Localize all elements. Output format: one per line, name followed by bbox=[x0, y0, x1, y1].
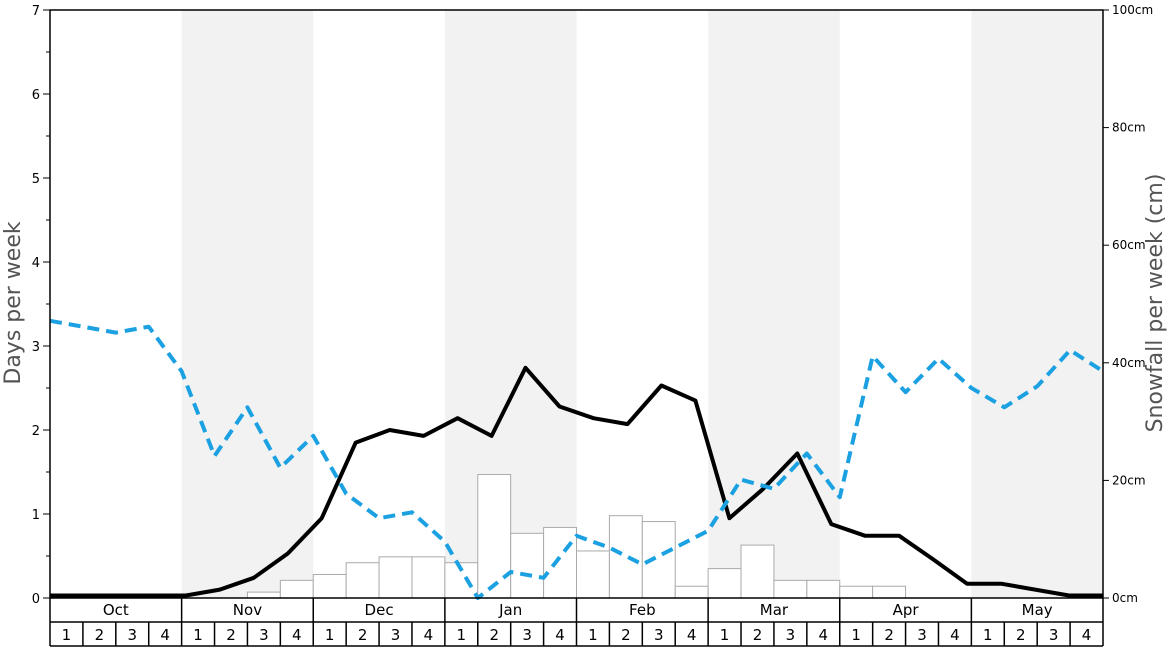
left-tick-label: 4 bbox=[32, 256, 40, 271]
month-row: Oct Nov Dec Jan Feb Mar Apr May bbox=[49, 598, 1104, 646]
week-label: 1 bbox=[720, 626, 730, 644]
week-label: 2 bbox=[884, 626, 894, 644]
snowfall-bar bbox=[543, 526, 577, 599]
week-label: 2 bbox=[753, 626, 763, 644]
left-tick-label: 2 bbox=[32, 424, 40, 439]
month-band-may bbox=[971, 10, 1103, 598]
snowfall-bar bbox=[411, 556, 446, 599]
left-tick-label: 1 bbox=[32, 508, 40, 523]
week-label: 1 bbox=[983, 626, 993, 644]
week-label: 3 bbox=[391, 626, 401, 644]
week-label: 1 bbox=[588, 626, 598, 644]
left-tick-label: 5 bbox=[32, 172, 40, 187]
left-tick-label: 3 bbox=[32, 340, 40, 355]
month-shading bbox=[181, 10, 1103, 598]
week-row: 1 2 3 4 1 2 3 4 1 2 3 4 1 2 3 4 1 2 3 4 1 2 3 4 1 2 3 4 1 2 3 4 bbox=[50, 622, 1103, 647]
snowfall-bar bbox=[378, 556, 413, 599]
right-tick-label: 20cm bbox=[1112, 473, 1146, 487]
week-label: 3 bbox=[917, 626, 927, 644]
right-tick-label: 60cm bbox=[1112, 238, 1146, 252]
week-label: 3 bbox=[522, 626, 532, 644]
week-label: 3 bbox=[259, 626, 269, 644]
week-label: 1 bbox=[325, 626, 335, 644]
snowfall-bar bbox=[246, 591, 281, 599]
month-label: Dec bbox=[365, 601, 394, 619]
right-tick-label: 40cm bbox=[1112, 356, 1146, 370]
left-tick-label: 0 bbox=[32, 592, 40, 607]
month-label: Jan bbox=[498, 601, 522, 619]
left-tick-label: 6 bbox=[32, 88, 40, 103]
week-label: 1 bbox=[851, 626, 861, 644]
snowfall-bar bbox=[773, 579, 808, 599]
week-label: 4 bbox=[950, 626, 960, 644]
snowfall-bar bbox=[477, 474, 512, 599]
snowfall-bar bbox=[740, 544, 775, 599]
y-axis-title-left: Days per week bbox=[1, 221, 26, 384]
week-label: 2 bbox=[226, 626, 236, 644]
week-label: 2 bbox=[489, 626, 499, 644]
right-tick-label: 100cm bbox=[1112, 3, 1153, 17]
week-label: 2 bbox=[621, 626, 631, 644]
snowfall-bar bbox=[674, 585, 709, 599]
month-label: Nov bbox=[233, 601, 262, 619]
week-label: 1 bbox=[62, 626, 72, 644]
week-label: 3 bbox=[654, 626, 664, 644]
week-label: 4 bbox=[424, 626, 434, 644]
week-label: 1 bbox=[457, 626, 467, 644]
week-label: 2 bbox=[358, 626, 368, 644]
dashed-series-line bbox=[49, 318, 1105, 600]
right-axis: 0cm 20cm 40cm 60cm 80cm 100cm bbox=[1103, 3, 1153, 605]
week-label: 1 bbox=[193, 626, 203, 644]
snowfall-bar bbox=[510, 532, 545, 599]
week-label: 4 bbox=[160, 626, 170, 644]
snowfall-bar bbox=[806, 579, 841, 599]
month-label: May bbox=[1022, 601, 1053, 619]
snowfall-bar bbox=[279, 579, 314, 599]
week-label: 3 bbox=[786, 626, 796, 644]
month-label: Feb bbox=[629, 601, 656, 619]
left-axis: 0 1 2 3 4 5 6 7 bbox=[32, 4, 50, 607]
snowfall-bar bbox=[872, 585, 907, 599]
week-label: 4 bbox=[555, 626, 565, 644]
month-band-nov bbox=[181, 10, 314, 598]
snowfall-bar bbox=[608, 515, 643, 599]
right-tick-label: 0cm bbox=[1112, 591, 1138, 605]
week-label: 4 bbox=[687, 626, 697, 644]
week-label: 3 bbox=[1049, 626, 1059, 644]
solid-series-line bbox=[50, 365, 1103, 598]
snowfall-bars bbox=[246, 474, 907, 599]
week-label: 4 bbox=[1082, 626, 1092, 644]
month-label: Oct bbox=[103, 601, 129, 619]
week-label: 4 bbox=[292, 626, 302, 644]
snowfall-bar bbox=[576, 550, 610, 599]
week-label: 2 bbox=[1016, 626, 1026, 644]
snowfall-bar bbox=[839, 585, 874, 599]
month-label: Apr bbox=[893, 601, 920, 619]
snowfall-bar bbox=[345, 562, 380, 599]
right-tick-label: 80cm bbox=[1112, 121, 1146, 135]
week-label: 4 bbox=[819, 626, 829, 644]
month-label: Mar bbox=[760, 601, 789, 619]
week-label: 2 bbox=[95, 626, 105, 644]
left-tick-label: 7 bbox=[32, 4, 40, 19]
snowfall-bar bbox=[707, 568, 742, 599]
y-axis-title-right: Snowfall per week (cm) bbox=[1143, 174, 1168, 433]
chart-lines bbox=[49, 318, 1105, 600]
snowfall-bar bbox=[312, 573, 347, 599]
week-label: 3 bbox=[127, 626, 137, 644]
